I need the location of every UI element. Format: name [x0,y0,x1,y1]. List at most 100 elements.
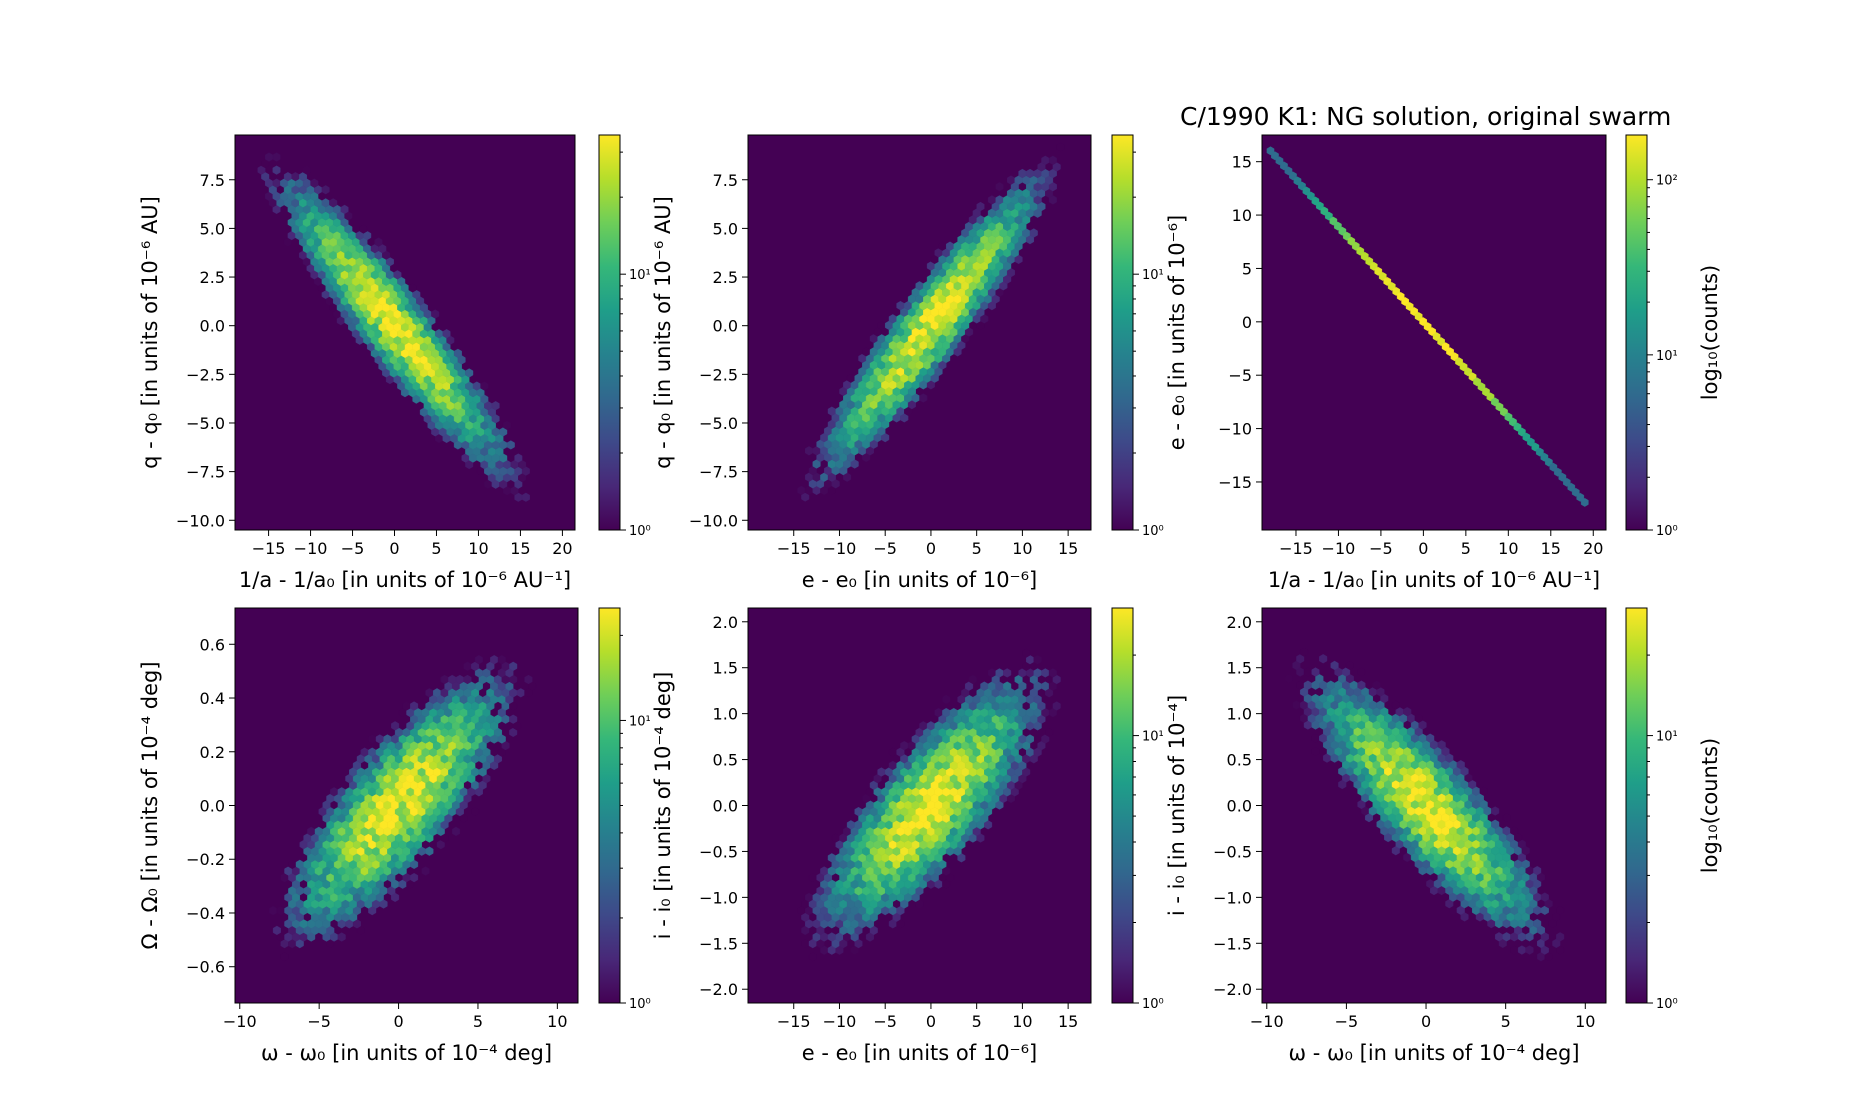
colorbar-tick-label: 10¹ [1142,268,1164,283]
hexbin-cell [1296,680,1305,690]
y-tick-label: 1.5 [713,659,738,678]
hexbin-cell [1410,307,1418,316]
hexbin-cell [433,688,441,698]
hexbin-cell [888,747,897,757]
y-tick-label: 2.0 [713,613,738,632]
x-tick-label: 0 [1418,539,1428,558]
hexbin-cell [1319,654,1328,664]
hexbin-cell [1018,168,1027,179]
hexbin-cell [374,237,383,247]
hexbin-cell [360,747,369,757]
hexbin-cell [1307,191,1315,201]
hexbin-cell [888,760,897,771]
hexbin-cell [1284,673,1293,684]
hexbin-cell [269,905,278,916]
axes-frame [234,134,576,531]
hexbin-cell [797,485,806,496]
hexbin-cell [359,224,368,234]
hexbin-cell [1491,397,1499,407]
hexbin-cell [808,952,817,962]
y-tick-label: −1.5 [1213,934,1252,953]
hexbin-cell [408,283,417,293]
hexbin-cell [808,872,817,883]
hexbin-cell [1491,819,1500,829]
hexbin-cell [1330,660,1339,671]
x-tick-label: 20 [1583,539,1603,558]
x-tick-label: 5 [473,1012,483,1031]
hexbin-cell [801,938,810,949]
y-tick-label: 0.0 [200,797,225,816]
colorbar-tick-label: 10¹ [1656,730,1678,745]
hexbin-cell [1392,286,1400,296]
hexbin-cell [1311,746,1320,757]
x-tick-label: 0 [393,1012,403,1031]
hexbin-cell [900,740,909,751]
hexbin-cell [846,820,855,830]
hexbin-cell [1056,142,1065,152]
hexbin-cell [340,204,349,214]
hexbin-cell [1311,733,1320,743]
hexbin-panel-2: −15 −10 −5 0 5 10 15 −10.0 −7.5 −5.0 −2.5 0.0 2.5 5.0… [651,134,1164,592]
hexbin-cell [280,952,289,962]
hexbin-cell [1357,680,1366,690]
hexbin-cell [1293,176,1302,186]
hexbin-cell [987,668,996,678]
hexbin-cell [410,872,419,883]
hexbin-cell [1316,201,1324,211]
x-tick-label: 0 [926,1012,936,1031]
hexbin-cell [980,681,989,691]
hexbin-cell [968,674,977,685]
hexbin-cell [1320,206,1329,216]
hexbin-cell [1302,186,1311,196]
hexbin-cell [942,707,951,718]
y-tick-label: 2.5 [200,268,225,287]
y-tick-label: 1.0 [713,705,738,724]
hexbin-cell [805,892,813,903]
hexbin-cell [1502,826,1511,836]
x-tick-label: 10 [468,539,488,558]
hexbin-cell [1007,175,1015,185]
hexbin-cells [797,142,1065,502]
colorbar-label: log₁₀(counts) [1698,265,1722,400]
hexbin-cell [1360,251,1369,261]
hexbin-cell [1563,477,1571,487]
x-tick-label: −5 [873,1012,897,1031]
hexbin-panel-6: −10 −5 0 5 10 −2.0 −1.5 −1.0 −0.5 0.0 0.5 1.0 1.5 2.0… [1165,607,1722,1065]
hexbin-cell [455,674,464,685]
hexbin-cell [1280,161,1288,171]
hexbin-cell [514,453,523,463]
hexbin-cell [435,329,443,339]
hexbin-cell [425,846,434,856]
hexbin-cell [1041,681,1050,691]
y-tick-label: 7.5 [200,171,225,190]
hexbin-cells [1266,146,1589,507]
y-tick-label: 0.5 [1227,751,1252,770]
hexbin-cell [1556,905,1565,915]
hexbin-cell [934,707,943,718]
hexbin-cell [1365,256,1374,266]
y-tick-label: −2.5 [186,365,225,384]
hexbin-cell [337,932,346,942]
x-tick-label: −5 [341,539,365,558]
hexbin-cell [1495,932,1503,942]
hexbin-cell [976,201,985,212]
x-tick-label: 0 [389,539,399,558]
hexbin-cell [854,806,863,817]
hexbin-cell [896,300,905,311]
colorbar-tick-label: 10⁰ [629,997,651,1012]
x-axis-label: 1/a - 1/a₀ [in units of 10⁻⁶ AU⁻¹] [239,568,571,592]
y-tick-label: −1.0 [1213,888,1252,907]
hexbin-cell [1491,806,1500,816]
hexbin-cell [1356,246,1365,256]
hexbin-cell [516,688,525,698]
x-tick-label: 15 [1058,1012,1078,1031]
hexbin-cell [491,401,500,411]
hexbin-cell [448,674,457,685]
hexbin-cell [915,281,924,291]
y-axis-label: Ω - Ω₀ [in units of 10⁻⁴ deg] [138,661,162,949]
hexbin-cell [1576,492,1585,502]
hexbin-cells [1284,647,1565,962]
hexbin-cell [1003,681,1012,691]
hexbin-cell [1527,437,1535,447]
hexbin-cell [862,347,871,357]
